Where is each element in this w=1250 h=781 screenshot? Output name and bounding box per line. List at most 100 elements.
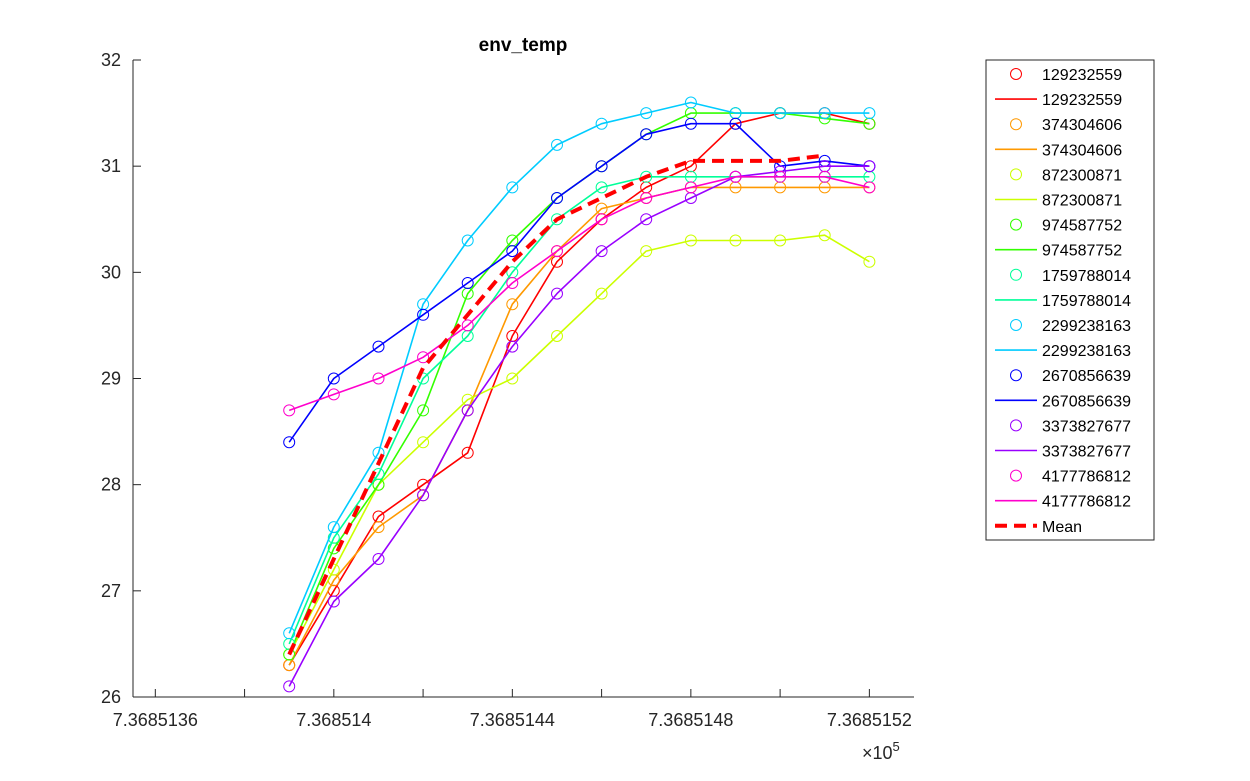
data-point — [774, 234, 787, 247]
data-point — [729, 234, 742, 247]
data-point — [461, 446, 474, 459]
legend-label: 2670856639 — [1042, 393, 1131, 410]
data-point — [551, 287, 563, 300]
legend-label: 2299238163 — [1042, 343, 1131, 360]
data-point — [640, 170, 653, 183]
data-point — [774, 107, 787, 120]
y-tick-label: 30 — [101, 262, 121, 282]
legend-label: 872300871 — [1042, 167, 1122, 184]
legend-marker-symbol — [1010, 319, 1022, 331]
data-point — [684, 234, 697, 247]
legend-entry: 974587752 — [1010, 218, 1122, 235]
data-point — [283, 680, 296, 693]
data-point — [461, 277, 474, 289]
data-point — [863, 181, 876, 194]
legend-label: 974587752 — [1042, 243, 1122, 260]
legend-label: 374304606 — [1042, 142, 1122, 159]
data-point — [327, 595, 340, 608]
data-point — [327, 563, 340, 576]
series-line — [288, 165, 870, 687]
legend-entry: 4177786812 — [995, 494, 1131, 511]
legend-entry: 374304606 — [1010, 117, 1122, 134]
data-point — [640, 213, 653, 226]
x-tick-label: 7.3685136 — [113, 710, 198, 730]
data-point — [684, 96, 697, 109]
data-point — [461, 404, 474, 417]
data-point — [863, 160, 876, 173]
legend-marker-symbol — [1010, 419, 1022, 432]
legend-label: 872300871 — [1042, 193, 1122, 210]
data-point — [818, 229, 831, 242]
data-point — [506, 245, 519, 258]
legend-marker-symbol — [1010, 118, 1022, 131]
data-point — [417, 436, 430, 449]
series-4177786812 — [283, 170, 876, 417]
series-line — [288, 186, 870, 666]
data-point — [506, 277, 519, 289]
legend-entry: 872300871 — [1010, 167, 1122, 184]
legend-label: 2299238163 — [1042, 318, 1131, 335]
data-point — [863, 107, 876, 120]
data-point — [551, 213, 563, 226]
series-2299238163 — [283, 96, 876, 640]
series-3373827677 — [283, 160, 876, 693]
legend-entry: 129232559 — [995, 92, 1122, 109]
legend-entry: 1759788014 — [1010, 268, 1131, 285]
data-point — [506, 340, 519, 353]
series-line — [288, 101, 870, 634]
data-point — [551, 192, 563, 204]
series-line — [288, 234, 870, 655]
legend-label: 129232559 — [1042, 67, 1122, 84]
data-point — [417, 308, 430, 321]
data-point — [684, 181, 697, 194]
legend: 129232559 129232559 374304606 374304606 8723… — [985, 59, 1155, 541]
legend-entry: 374304606 — [995, 142, 1122, 159]
legend-label: 374304606 — [1042, 117, 1122, 134]
data-point — [818, 170, 831, 183]
legend-entry: 3373827677 — [995, 444, 1131, 461]
data-point — [729, 170, 742, 183]
data-point — [461, 234, 474, 247]
data-point — [283, 404, 296, 417]
data-point — [506, 181, 519, 194]
data-point — [595, 160, 608, 173]
x-tick-label: 7.3685152 — [827, 710, 912, 730]
chart-title: env_temp — [479, 35, 568, 56]
data-point — [640, 107, 653, 120]
legend-box — [985, 59, 1155, 541]
x-tick-label: 7.3685144 — [470, 710, 555, 730]
data-point — [417, 489, 430, 502]
data-point — [372, 521, 385, 534]
legend-entry: 872300871 — [995, 193, 1122, 210]
legend-marker-symbol — [1010, 168, 1022, 181]
legend-label: 4177786812 — [1042, 469, 1131, 486]
data-point — [283, 627, 296, 640]
legend-entry: 974587752 — [995, 243, 1122, 260]
legend-marker-symbol — [1010, 369, 1022, 382]
data-point — [461, 319, 474, 332]
data-point — [595, 181, 608, 194]
data-point — [595, 287, 608, 300]
legend-entry: 2299238163 — [1010, 318, 1131, 335]
data-point — [863, 255, 876, 268]
data-point — [595, 117, 608, 130]
y-tick-label: 29 — [101, 369, 121, 389]
series-Mean — [287, 153, 825, 656]
legend-marker-symbol — [1010, 68, 1022, 80]
data-point — [595, 213, 608, 226]
legend-label: 3373827677 — [1042, 444, 1131, 461]
data-point — [551, 245, 563, 258]
data-point — [372, 340, 385, 353]
legend-entry: 1759788014 — [995, 293, 1131, 310]
legend-entry: 3373827677 — [1010, 418, 1131, 435]
y-tick-label: 32 — [101, 50, 121, 70]
data-point — [774, 170, 787, 183]
data-point — [283, 436, 296, 449]
legend-label: 1759788014 — [1042, 268, 1131, 285]
legend-label: 1759788014 — [1042, 293, 1131, 310]
legend-label: 2670856639 — [1042, 368, 1131, 385]
data-point — [327, 521, 340, 534]
data-point — [818, 107, 831, 120]
legend-entry: 2670856639 — [1010, 368, 1131, 385]
legend-label: Mean — [1042, 519, 1082, 536]
